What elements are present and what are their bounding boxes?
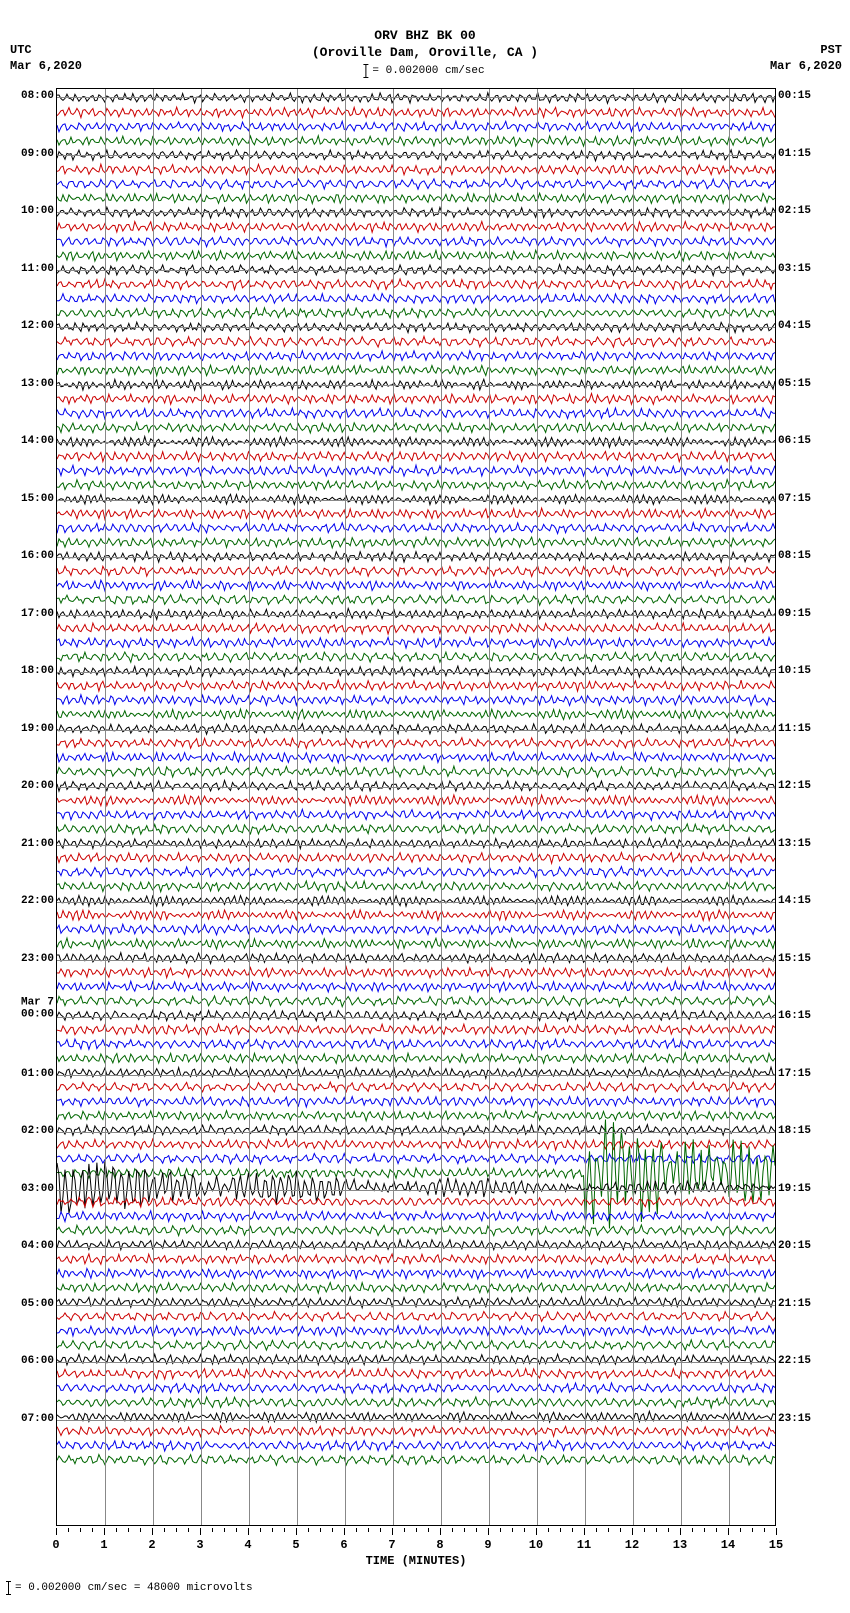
y-left-label: Mar 700:00 bbox=[21, 997, 54, 1021]
y-left-label: 18:00 bbox=[21, 665, 54, 677]
x-tick-label: 15 bbox=[769, 1538, 783, 1552]
x-tick-label: 2 bbox=[148, 1538, 155, 1552]
x-tick-label: 13 bbox=[673, 1538, 687, 1552]
y-right-label: 16:15 bbox=[778, 1010, 811, 1022]
footer-scale: = 0.002000 cm/sec = 48000 microvolts bbox=[8, 1581, 253, 1595]
footer-text: = 0.002000 cm/sec = 48000 microvolts bbox=[15, 1582, 253, 1594]
timezone-right: PST Mar 6,2020 bbox=[770, 43, 842, 74]
y-left-label: 19:00 bbox=[21, 723, 54, 735]
x-axis-title: TIME (MINUTES) bbox=[366, 1554, 467, 1568]
station-location: (Oroville Dam, Oroville, CA ) bbox=[0, 45, 850, 62]
y-left-label: 11:00 bbox=[21, 263, 54, 275]
timezone-left: UTC Mar 6,2020 bbox=[10, 43, 82, 74]
y-left-label: 12:00 bbox=[21, 320, 54, 332]
y-right-label: 20:15 bbox=[778, 1240, 811, 1252]
y-left-label: 07:00 bbox=[21, 1413, 54, 1425]
y-right-label: 11:15 bbox=[778, 723, 811, 735]
x-tick-label: 10 bbox=[529, 1538, 543, 1552]
y-left-label: 02:00 bbox=[21, 1125, 54, 1137]
y-right-label: 17:15 bbox=[778, 1068, 811, 1080]
y-left-label: 01:00 bbox=[21, 1068, 54, 1080]
y-left-label: 15:00 bbox=[21, 493, 54, 505]
chart-header: ORV BHZ BK 00 (Oroville Dam, Oroville, C… bbox=[0, 28, 850, 62]
tz-left-tz: UTC bbox=[10, 43, 82, 59]
y-right-label: 23:15 bbox=[778, 1413, 811, 1425]
y-left-label: 22:00 bbox=[21, 895, 54, 907]
y-right-label: 02:15 bbox=[778, 205, 811, 217]
x-tick-label: 14 bbox=[721, 1538, 735, 1552]
tz-right-tz: PST bbox=[770, 43, 842, 59]
y-right-label: 14:15 bbox=[778, 895, 811, 907]
x-tick-label: 6 bbox=[340, 1538, 347, 1552]
y-left-label: 23:00 bbox=[21, 953, 54, 965]
y-right-label: 22:15 bbox=[778, 1355, 811, 1367]
y-right-label: 12:15 bbox=[778, 780, 811, 792]
y-left-label: 14:00 bbox=[21, 435, 54, 447]
y-left-label: 20:00 bbox=[21, 780, 54, 792]
y-right-label: 13:15 bbox=[778, 838, 811, 850]
y-left-label: 17:00 bbox=[21, 608, 54, 620]
x-tick-label: 5 bbox=[292, 1538, 299, 1552]
y-left-label: 08:00 bbox=[21, 90, 54, 102]
y-right-label: 07:15 bbox=[778, 493, 811, 505]
x-tick-label: 1 bbox=[100, 1538, 107, 1552]
y-right-label: 01:15 bbox=[778, 148, 811, 160]
y-left-label: 03:00 bbox=[21, 1183, 54, 1195]
y-left-label: 09:00 bbox=[21, 148, 54, 160]
seismic-traces bbox=[57, 89, 775, 1525]
y-left-label: 13:00 bbox=[21, 378, 54, 390]
x-tick-label: 12 bbox=[625, 1538, 639, 1552]
y-left-label: 06:00 bbox=[21, 1355, 54, 1367]
scale-indicator: = 0.002000 cm/sec bbox=[365, 64, 484, 78]
scale-bar-icon bbox=[8, 1581, 9, 1595]
y-right-label: 08:15 bbox=[778, 550, 811, 562]
x-tick-label: 3 bbox=[196, 1538, 203, 1552]
y-right-label: 04:15 bbox=[778, 320, 811, 332]
y-right-label: 21:15 bbox=[778, 1298, 811, 1310]
y-right-label: 03:15 bbox=[778, 263, 811, 275]
scale-bar-icon bbox=[365, 64, 366, 78]
y-left-label: 21:00 bbox=[21, 838, 54, 850]
y-right-label: 10:15 bbox=[778, 665, 811, 677]
y-right-label: 15:15 bbox=[778, 953, 811, 965]
tz-right-date: Mar 6,2020 bbox=[770, 59, 842, 75]
y-left-label: 04:00 bbox=[21, 1240, 54, 1252]
station-code: ORV BHZ BK 00 bbox=[0, 28, 850, 45]
x-axis: TIME (MINUTES) 0123456789101112131415 bbox=[56, 1528, 776, 1568]
y-right-label: 19:15 bbox=[778, 1183, 811, 1195]
y-right-label: 09:15 bbox=[778, 608, 811, 620]
x-tick-label: 8 bbox=[436, 1538, 443, 1552]
x-tick-label: 9 bbox=[484, 1538, 491, 1552]
y-right-label: 06:15 bbox=[778, 435, 811, 447]
x-tick-label: 0 bbox=[52, 1538, 59, 1552]
y-right-label: 05:15 bbox=[778, 378, 811, 390]
y-left-label: 05:00 bbox=[21, 1298, 54, 1310]
y-left-label: 10:00 bbox=[21, 205, 54, 217]
y-left-label: 16:00 bbox=[21, 550, 54, 562]
scale-text: = 0.002000 cm/sec bbox=[372, 65, 484, 77]
tz-left-date: Mar 6,2020 bbox=[10, 59, 82, 75]
seismogram-plot bbox=[56, 88, 776, 1526]
y-right-label: 00:15 bbox=[778, 90, 811, 102]
x-tick-label: 11 bbox=[577, 1538, 591, 1552]
x-tick-label: 7 bbox=[388, 1538, 395, 1552]
y-right-label: 18:15 bbox=[778, 1125, 811, 1137]
x-tick-label: 4 bbox=[244, 1538, 251, 1552]
